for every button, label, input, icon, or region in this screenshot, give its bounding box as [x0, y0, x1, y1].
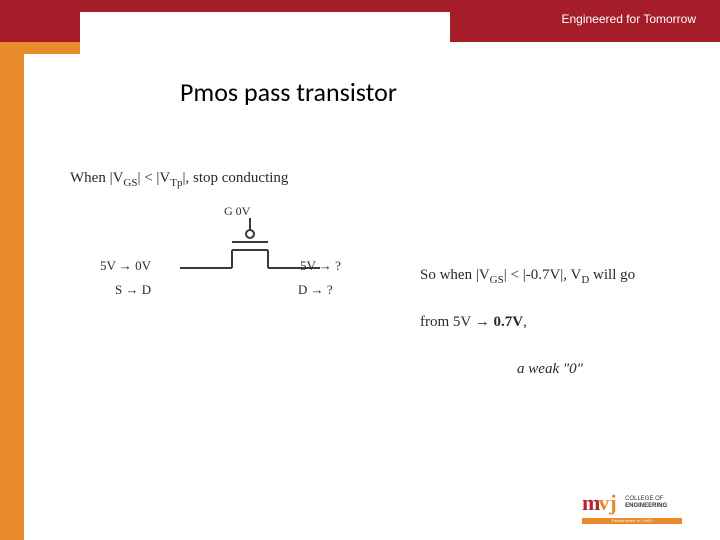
cond-suffix: |, stop conducting: [183, 170, 289, 186]
source-voltage-label: 5V → 0V: [100, 258, 151, 274]
conducting-condition: When |VGS| < |VTp|, stop conducting: [70, 170, 288, 189]
logo-engineering: ENGINEERING: [625, 503, 667, 509]
slide-title: Pmos pass transistor: [180, 76, 397, 108]
explanation-line1: So when |VGS| < |-0.7V|, VD will go: [420, 256, 680, 295]
gate-label: G 0V: [224, 204, 250, 219]
cond-prefix: When |V: [70, 170, 123, 186]
source-terminal-label: S → D: [115, 282, 151, 298]
exp1-suffix: will go: [589, 267, 635, 283]
logo-college: COLLEGE OF: [625, 496, 663, 502]
explanation-text: So when |VGS| < |-0.7V|, VD will go from…: [420, 256, 680, 389]
accent-left-bar: [0, 42, 24, 540]
explanation-line3: a weak "0": [420, 350, 680, 389]
drain-terminal-label: D → ?: [298, 282, 333, 298]
cond-mid: | < |V: [137, 170, 170, 186]
exp1-gs: GS: [490, 274, 504, 286]
exp1-prefix: So when |V: [420, 267, 490, 283]
exp1-mid: | < |-0.7V|, V: [504, 267, 582, 283]
logo-text: COLLEGE OF ENGINEERING: [625, 496, 667, 509]
drain-voltage-label: 5V → ?: [300, 258, 341, 274]
header-tagline: Engineered for Tomorrow: [561, 12, 696, 26]
title-notch: [80, 12, 450, 54]
logo-letters-vj: vj: [598, 490, 616, 516]
cond-gs: GS: [123, 177, 137, 189]
logo-established-stripe: Established in 1963: [582, 518, 682, 524]
college-logo: mvj COLLEGE OF ENGINEERING Established i…: [582, 490, 702, 526]
cond-tp: Tp: [170, 177, 182, 189]
explanation-line2: from 5V → 0.7V,: [420, 303, 680, 342]
exp2-prefix: from 5V →: [420, 314, 493, 330]
exp2-bold: 0.7V: [493, 314, 523, 330]
exp2-suffix: ,: [523, 314, 527, 330]
pmos-symbol: [180, 218, 320, 288]
pmos-diagram: When |VGS| < |VTp|, stop conducting G 0V…: [60, 170, 400, 350]
